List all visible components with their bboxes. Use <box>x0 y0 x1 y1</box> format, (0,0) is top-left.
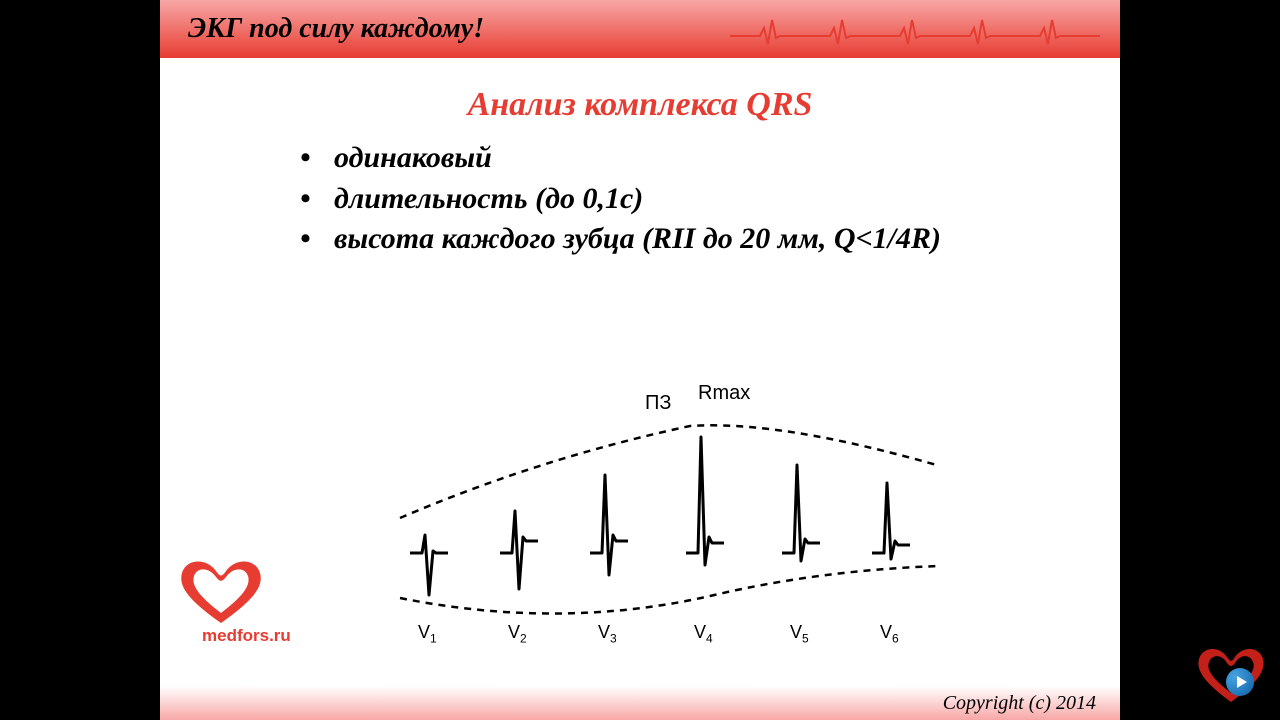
lead-label: V6 <box>880 622 899 646</box>
lead-label: V3 <box>598 622 617 646</box>
brand-logo: medfors.ru <box>176 557 316 646</box>
brand-text: medfors.ru <box>202 626 316 646</box>
slide-body: Анализ комплекса QRS одинаковый длительн… <box>160 58 1120 686</box>
lead-label: V1 <box>418 622 437 646</box>
lead-label: V4 <box>694 622 713 646</box>
corner-badge[interactable] <box>1196 646 1266 706</box>
slide-footer: Copyright (c) 2014 <box>160 686 1120 720</box>
qrs-svg <box>380 378 960 628</box>
diagram-label-pz: ПЗ <box>645 392 671 415</box>
slide: ЭКГ под силу каждому! Анализ комплекса Q… <box>160 0 1120 720</box>
header-title: ЭКГ под силу каждому! <box>188 13 484 45</box>
bullet-item: высота каждого зубца (RII до 20 мм, Q<1/… <box>300 219 984 260</box>
lead-label: V2 <box>508 622 527 646</box>
bullet-list: одинаковый длительность (до 0,1с) высота… <box>300 138 1120 260</box>
play-button[interactable] <box>1226 668 1254 696</box>
bullet-item: длительность (до 0,1с) <box>300 179 984 220</box>
slide-header: ЭКГ под силу каждому! <box>160 0 1120 58</box>
heart-icon <box>176 557 266 627</box>
copyright-text: Copyright (c) 2014 <box>943 692 1096 714</box>
diagram-label-rmax: Rmax <box>698 382 750 405</box>
bullet-item: одинаковый <box>300 138 984 179</box>
content-title: Анализ комплекса QRS <box>160 86 1120 124</box>
qrs-diagram: ПЗ Rmax V1 V2 V3 V4 V5 V6 <box>380 378 960 628</box>
header-ekg-icon <box>730 8 1110 52</box>
lead-label: V5 <box>790 622 809 646</box>
